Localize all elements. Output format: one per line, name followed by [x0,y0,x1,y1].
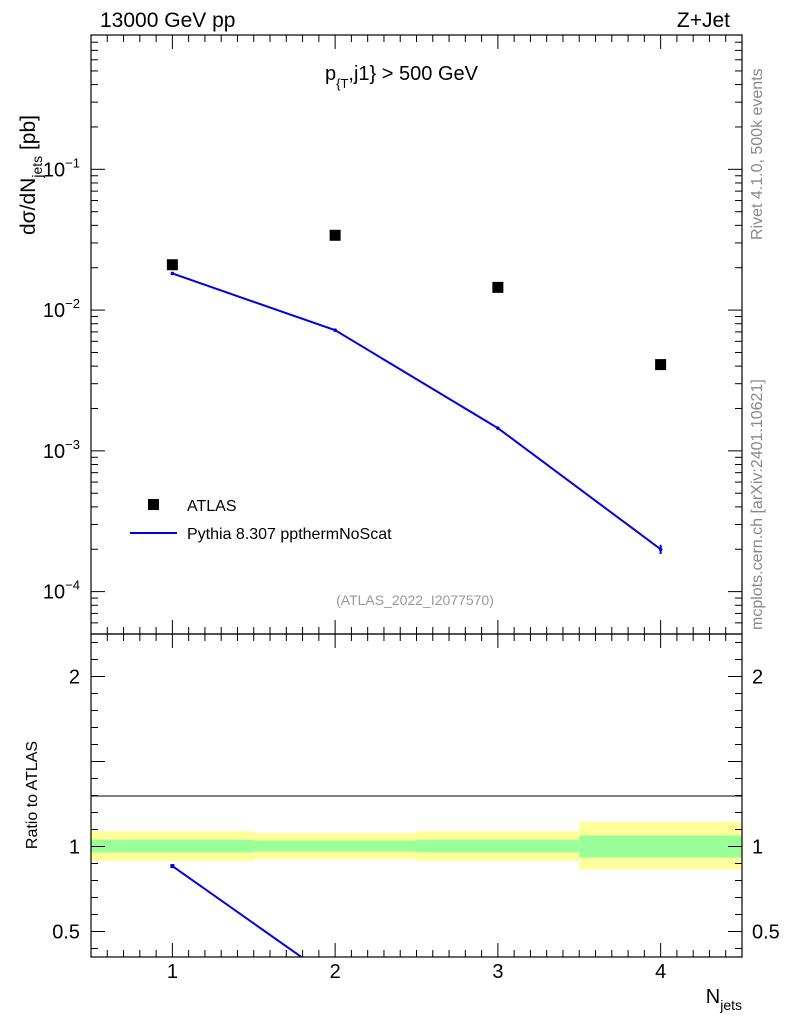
main-y-tick-label-2: 10−2 [43,296,80,322]
ratio-series-group [170,864,304,957]
main-y-tick-label-4: 10−4 [43,578,80,604]
x-tick-label-2: 2 [330,961,341,983]
ratio-y-tick-label-left-1: 0.5 [52,922,80,944]
legend: ATLAS Pythia 8.307 ppthermNoScat [130,498,392,543]
main-ylabel-main: dσ/dN [17,178,40,235]
main-y-tick-label-1: 10−1 [43,155,80,181]
axes-group [90,34,743,958]
xlabel-main: N [706,986,720,1008]
ratio-y-tick-label-right-2: 1 [752,837,763,859]
ratio-y-tick-label-right-1: 0.5 [752,922,780,944]
ratio-band-inner-2 [253,840,417,852]
mc-point-2 [333,328,337,332]
ratio-y-tick-label-left-2: 1 [69,837,80,859]
mc-point-3 [496,426,500,430]
tick-labels-group: 10−1 10−2 10−3 10−4 0.5 0.5 1 1 2 2 1 2 3 4 [43,155,780,983]
ratio-mc-point-1 [170,864,175,869]
mcplots-text: mcplots.cern.ch [arXiv:2401.10621] [749,379,766,630]
x-tick-label-4: 4 [655,961,666,983]
header-left: 13000 GeV pp [100,9,235,32]
ratio-y-tick-label-left-3: 2 [69,667,80,689]
legend-atlas-label: ATLAS [187,498,237,515]
ratio-mc-line [171,865,304,957]
plot-title-p: p [325,63,336,85]
legend-pythia-label: Pythia 8.307 ppthermNoScat [187,526,392,543]
rivet-version-text: Rivet 4.1.0, 500k events [749,68,766,240]
atlas-data-point-4 [655,359,667,371]
main-series-group [166,229,667,555]
mc-point-4 [658,547,663,552]
plot-title-rest: ,j1} > 500 GeV [348,63,478,85]
atlas-data-point-2 [329,229,341,241]
x-axis-label: Njets [706,986,742,1013]
atlas-data-point-3 [492,281,504,293]
plot-title: p{T,j1} > 500 GeV [325,63,479,91]
mc-line [172,272,662,551]
mc-point-1 [170,271,175,276]
plot-title-sub: {T [336,76,348,91]
main-panel-frame [90,34,743,635]
header-right: Z+Jet [677,9,730,32]
main-ylabel-sub: jets [29,156,45,179]
ratio-band-inner-4 [579,835,742,858]
main-y-tick-label-3: 10−3 [43,437,80,463]
atlas-data-point-1 [166,259,178,271]
x-tick-label-1: 1 [167,961,178,983]
ratio-y-tick-label-right-3: 2 [752,667,763,689]
main-y-axis-label: dσ/dNjets [pb] [17,115,45,235]
xlabel-sub: jets [719,997,742,1013]
analysis-id: (ATLAS_2022_I2077570) [336,592,494,608]
ratio-band-inner-1 [91,839,254,853]
ratio-uncertainty-bands [91,821,742,870]
x-tick-label-3: 3 [492,961,503,983]
ratio-y-axis-label: Ratio to ATLAS [24,741,41,849]
legend-atlas-marker [148,499,159,510]
ratio-band-inner-3 [416,839,580,853]
main-ylabel-unit: [pb] [17,115,40,156]
